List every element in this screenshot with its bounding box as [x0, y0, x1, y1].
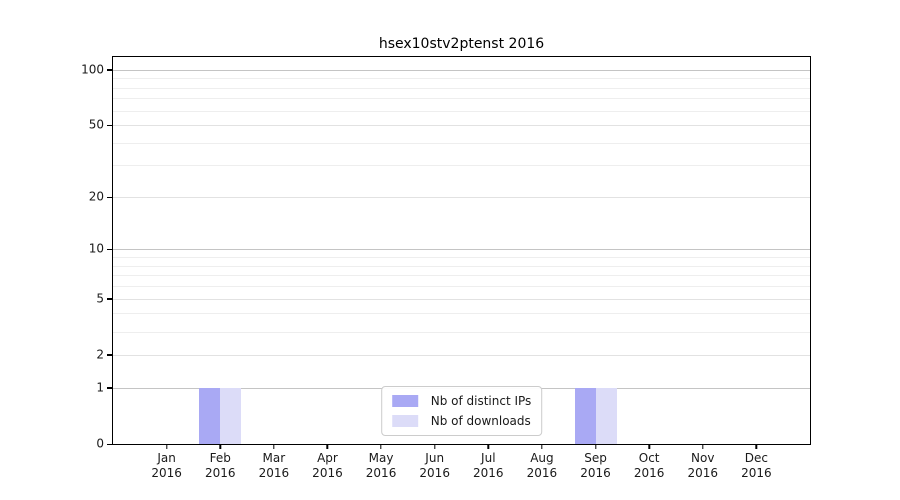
x-tick-month: Oct	[638, 451, 660, 465]
x-tick-label: Jul 2016	[473, 451, 504, 481]
plot-area: Nb of distinct IPs Nb of downloads	[112, 56, 811, 445]
x-tick-month: Sep	[584, 451, 607, 465]
x-tick-label: Aug 2016	[527, 451, 558, 481]
legend-label-downloads: Nb of downloads	[430, 414, 531, 428]
bar-feb-s1	[220, 387, 242, 444]
y-tick-label: 2	[96, 347, 104, 362]
y-gridline-minor	[113, 165, 810, 167]
x-tick-month: Aug	[530, 451, 554, 465]
x-tick-label: Nov 2016	[687, 451, 718, 481]
x-tick-month: Mar	[262, 451, 286, 465]
x-tick-year: 2016	[258, 466, 290, 480]
bars-layer	[113, 57, 810, 444]
x-tick-month: Apr	[317, 451, 338, 465]
y-gridline	[113, 298, 810, 300]
bar-sep-s1	[595, 387, 617, 444]
x-tick	[755, 445, 758, 449]
y-gridline	[113, 69, 810, 71]
x-tick-year: 2016	[419, 466, 450, 480]
y-tick-label: 50	[88, 117, 104, 132]
x-tick	[326, 445, 329, 449]
y-gridline-minor	[113, 286, 810, 288]
x-tick-label: May 2016	[366, 451, 397, 481]
x-tick	[648, 445, 650, 449]
y-tick-label: 1	[96, 380, 104, 395]
y-gridline-minor	[113, 275, 810, 277]
x-tick	[594, 445, 597, 449]
y-tick-label: 100	[81, 62, 104, 77]
x-tick-year: 2016	[204, 466, 236, 480]
x-tick-year: 2016	[526, 466, 558, 480]
x-tick-month: May	[368, 451, 394, 465]
y-gridline-minor	[113, 110, 810, 112]
x-tick-year: 2016	[365, 466, 397, 480]
x-tick-year: 2016	[741, 466, 772, 480]
x-tick-label: Jan 2016	[151, 451, 182, 481]
y-gridline-minor	[113, 331, 810, 333]
y-gridline-minor	[113, 98, 810, 100]
y-gridline	[113, 197, 810, 199]
x-tick-month: Dec	[744, 451, 768, 465]
y-gridline	[113, 125, 810, 127]
legend-item-distinct-ips: Nb of distinct IPs	[391, 394, 532, 408]
x-tick-month: Nov	[691, 451, 715, 465]
x-tick-year: 2016	[312, 466, 343, 480]
x-tick	[541, 445, 543, 449]
x-tick-month: Jun	[425, 451, 445, 465]
x-tick-label: Jun 2016	[419, 451, 450, 481]
bar-feb-s0	[199, 387, 221, 444]
x-tick-year: 2016	[687, 466, 719, 480]
y-gridline-minor	[113, 313, 810, 315]
x-tick-year: 2016	[633, 466, 665, 480]
x-tick-month: Feb	[209, 451, 231, 465]
y-gridline	[113, 354, 810, 356]
x-tick-year: 2016	[151, 466, 182, 480]
x-tick-label: Dec 2016	[741, 451, 772, 481]
x-tick-month: Jan	[157, 451, 176, 465]
x-tick-year: 2016	[473, 466, 504, 480]
bar-sep-s0	[574, 387, 596, 444]
x-tick	[273, 445, 275, 449]
y-gridline-minor	[113, 265, 810, 267]
y-tick-label: 10	[88, 242, 104, 257]
chart-title: hsex10stv2ptenst 2016	[378, 36, 545, 52]
x-tick-label: Sep 2016	[580, 451, 611, 481]
y-gridline-minor	[113, 78, 810, 80]
legend-swatch-downloads	[391, 415, 418, 427]
x-tick-label: Feb 2016	[205, 451, 236, 481]
y-gridline-minor	[113, 257, 810, 259]
x-tick-month: Jul	[481, 451, 496, 465]
legend-swatch-distinct-ips	[391, 395, 418, 407]
y-gridline	[113, 249, 810, 251]
x-tick	[702, 445, 704, 449]
x-tick	[380, 445, 382, 449]
y-tick-label: 20	[88, 189, 104, 204]
y-tick-label: 5	[96, 291, 104, 306]
x-tick-label: Oct 2016	[634, 451, 665, 481]
x-tick-year: 2016	[580, 466, 611, 480]
legend-item-downloads: Nb of downloads	[391, 414, 532, 428]
y-gridline-minor	[113, 142, 810, 144]
y-tick-label: 0	[96, 436, 104, 451]
x-tick-label: Mar 2016	[259, 451, 290, 481]
x-tick	[433, 445, 436, 449]
legend-label-distinct-ips: Nb of distinct IPs	[430, 394, 532, 408]
x-tick	[487, 445, 489, 449]
x-tick-label: Apr 2016	[312, 451, 343, 481]
x-tick	[165, 445, 168, 449]
y-gridline-minor	[113, 87, 810, 89]
legend: Nb of distinct IPs Nb of downloads	[380, 386, 543, 436]
x-tick	[219, 445, 221, 449]
